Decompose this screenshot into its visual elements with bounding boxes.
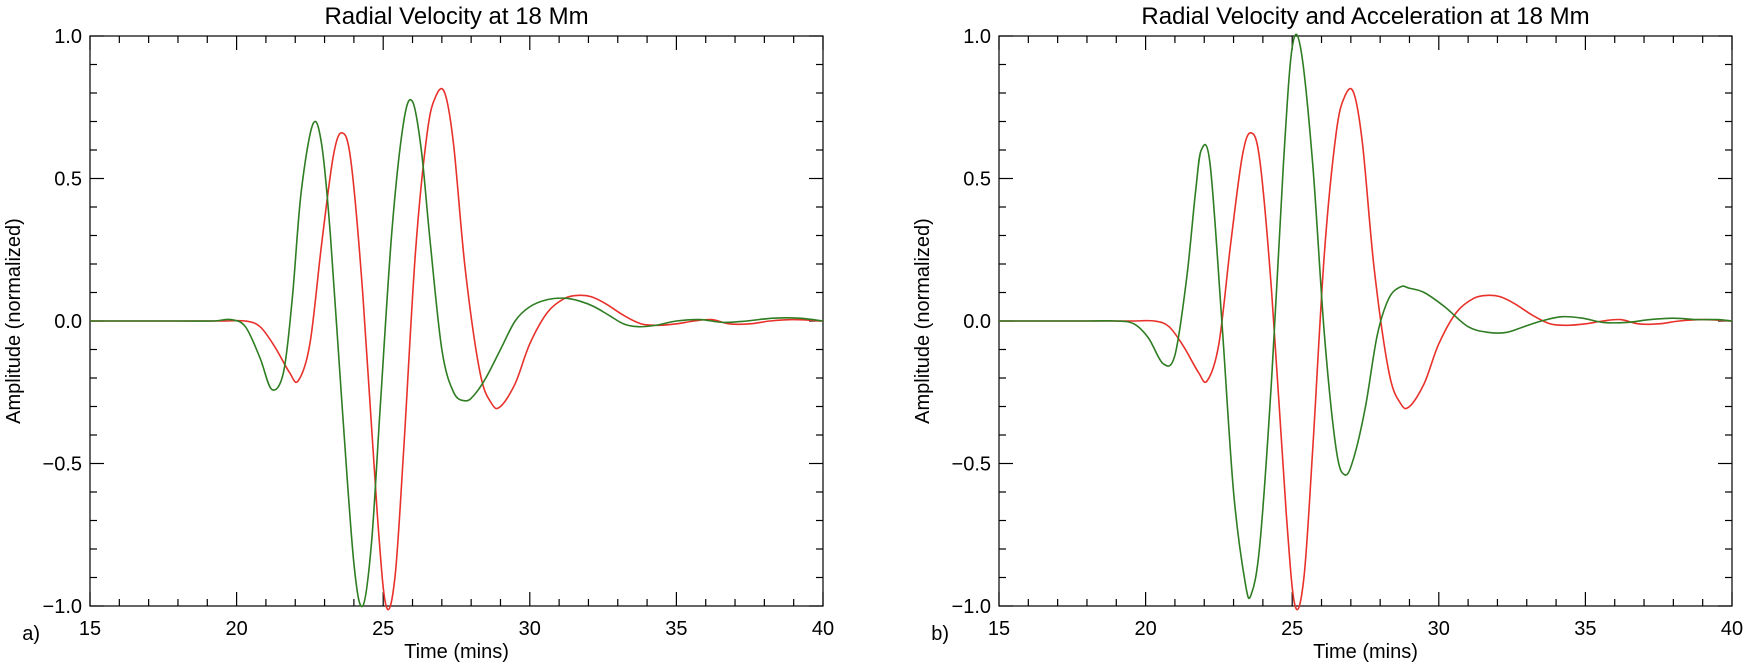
series-line-green <box>90 98 824 608</box>
x-tick-label: 35 <box>665 618 687 640</box>
y-tick-label: −1.0 <box>952 596 991 618</box>
series-line-green <box>999 33 1733 600</box>
y-tick-label: 0.0 <box>963 311 991 333</box>
chart-title: Radial Velocity and Acceleration at 18 M… <box>1141 3 1589 30</box>
x-axis-label: Time (mins) <box>1313 641 1418 663</box>
chart-title: Radial Velocity at 18 Mm <box>324 3 588 30</box>
y-tick-label: 0.5 <box>54 169 82 191</box>
y-tick-label: 0.0 <box>54 311 82 333</box>
series-line-red <box>90 87 824 611</box>
panel-label: b) <box>931 623 949 645</box>
x-tick-label: 25 <box>372 618 394 640</box>
x-tick-label: 40 <box>1721 618 1743 640</box>
series-line-red <box>999 87 1733 611</box>
panel-a: 15 20 25 30 35 40 −1.0 −0.5 0.0 0.5 1.0 Radial Velo… <box>3 3 834 663</box>
y-tick-label: −0.5 <box>952 454 991 476</box>
x-tick-label: 15 <box>79 618 101 640</box>
x-tick-label: 25 <box>1281 618 1303 640</box>
y-axis-label: Amplitude (normalized) <box>3 218 25 424</box>
y-tick-label: 1.0 <box>54 26 82 48</box>
x-tick-label: 30 <box>1428 618 1450 640</box>
y-axis-label: Amplitude (normalized) <box>912 218 934 424</box>
panel-b: 15 20 25 30 35 40 −1.0 −0.5 0.0 0.5 1.0 Radial Velo… <box>912 3 1743 663</box>
x-tick-label: 35 <box>1574 618 1596 640</box>
x-tick-label: 20 <box>225 618 247 640</box>
y-tick-label: 0.5 <box>963 169 991 191</box>
panel-label: a) <box>22 623 40 645</box>
y-tick-label: −1.0 <box>43 596 82 618</box>
x-tick-label: 40 <box>812 618 834 640</box>
y-tick-label: −0.5 <box>43 454 82 476</box>
x-tick-label: 20 <box>1134 618 1156 640</box>
y-tick-label: 1.0 <box>963 26 991 48</box>
x-tick-label: 30 <box>519 618 541 640</box>
x-axis-label: Time (mins) <box>404 641 509 663</box>
x-tick-label: 15 <box>988 618 1010 640</box>
